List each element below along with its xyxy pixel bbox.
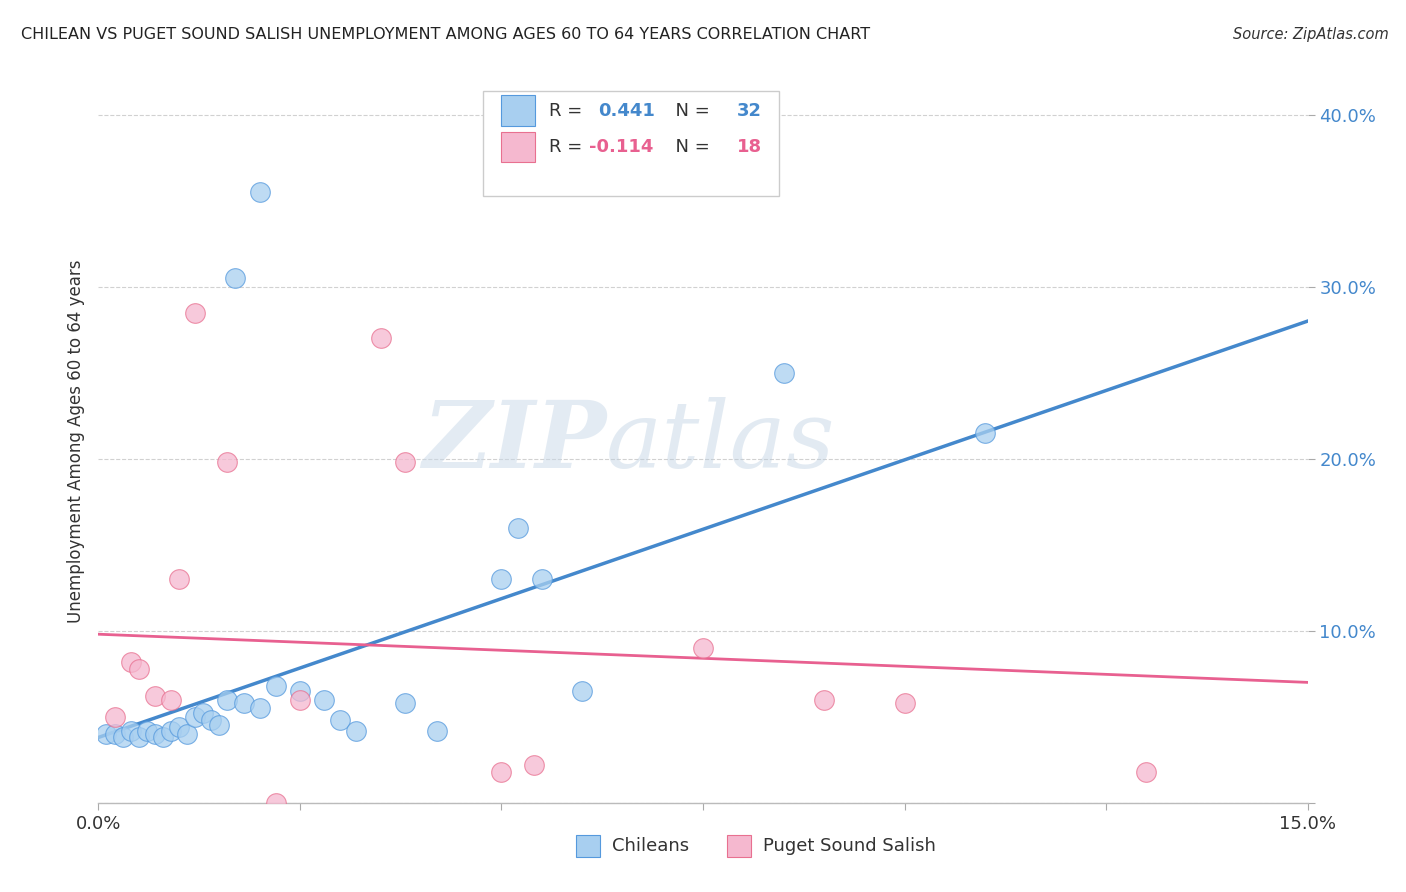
Point bbox=[314, 692, 336, 706]
Point bbox=[394, 696, 416, 710]
Text: N =: N = bbox=[664, 102, 716, 120]
Point bbox=[103, 710, 125, 724]
Point bbox=[200, 713, 222, 727]
Point bbox=[370, 331, 392, 345]
Point bbox=[176, 727, 198, 741]
Point bbox=[224, 271, 246, 285]
Bar bbox=[501, 132, 534, 162]
Point bbox=[264, 796, 287, 810]
Point bbox=[523, 758, 546, 772]
Point bbox=[394, 455, 416, 469]
Point bbox=[208, 718, 231, 732]
Text: CHILEAN VS PUGET SOUND SALISH UNEMPLOYMENT AMONG AGES 60 TO 64 YEARS CORRELATION: CHILEAN VS PUGET SOUND SALISH UNEMPLOYME… bbox=[21, 27, 870, 42]
Point bbox=[167, 572, 190, 586]
Point bbox=[1135, 764, 1157, 779]
Point bbox=[264, 679, 287, 693]
Text: N =: N = bbox=[664, 137, 716, 156]
Point bbox=[135, 723, 157, 738]
Text: R =: R = bbox=[550, 137, 589, 156]
Point bbox=[120, 655, 142, 669]
Point bbox=[344, 723, 367, 738]
Point bbox=[426, 723, 449, 738]
Point bbox=[217, 455, 239, 469]
Point bbox=[128, 731, 150, 745]
Point bbox=[491, 572, 513, 586]
Text: ZIP: ZIP bbox=[422, 397, 606, 486]
Point bbox=[974, 425, 997, 440]
Bar bbox=[576, 835, 600, 857]
Bar bbox=[482, 91, 779, 196]
Point bbox=[184, 305, 207, 319]
Point bbox=[506, 520, 529, 534]
Text: 18: 18 bbox=[737, 137, 762, 156]
Point bbox=[249, 701, 271, 715]
Point bbox=[111, 731, 134, 745]
Point bbox=[160, 723, 183, 738]
Point bbox=[96, 727, 118, 741]
Text: Puget Sound Salish: Puget Sound Salish bbox=[763, 838, 936, 855]
Bar bbox=[727, 835, 751, 857]
Point bbox=[329, 713, 352, 727]
Y-axis label: Unemployment Among Ages 60 to 64 years: Unemployment Among Ages 60 to 64 years bbox=[66, 260, 84, 624]
Point bbox=[571, 684, 593, 698]
Point bbox=[288, 692, 311, 706]
Point bbox=[143, 727, 166, 741]
Text: -0.114: -0.114 bbox=[589, 137, 654, 156]
Text: atlas: atlas bbox=[606, 397, 835, 486]
Point bbox=[143, 689, 166, 703]
Bar bbox=[501, 95, 534, 126]
Point bbox=[813, 692, 835, 706]
Point bbox=[217, 692, 239, 706]
Point bbox=[530, 572, 553, 586]
Point bbox=[193, 706, 215, 721]
Point bbox=[692, 640, 714, 655]
Point bbox=[167, 720, 190, 734]
Point bbox=[160, 692, 183, 706]
Point bbox=[249, 185, 271, 199]
Point bbox=[893, 696, 915, 710]
Text: R =: R = bbox=[550, 102, 589, 120]
Point bbox=[128, 662, 150, 676]
Text: Source: ZipAtlas.com: Source: ZipAtlas.com bbox=[1233, 27, 1389, 42]
Point bbox=[232, 696, 254, 710]
Point bbox=[772, 366, 794, 380]
Text: Chileans: Chileans bbox=[613, 838, 689, 855]
Point bbox=[288, 684, 311, 698]
Point bbox=[120, 723, 142, 738]
Text: 0.441: 0.441 bbox=[598, 102, 655, 120]
Point bbox=[152, 731, 174, 745]
Point bbox=[491, 764, 513, 779]
Point bbox=[103, 727, 125, 741]
Text: 32: 32 bbox=[737, 102, 762, 120]
Point bbox=[184, 710, 207, 724]
